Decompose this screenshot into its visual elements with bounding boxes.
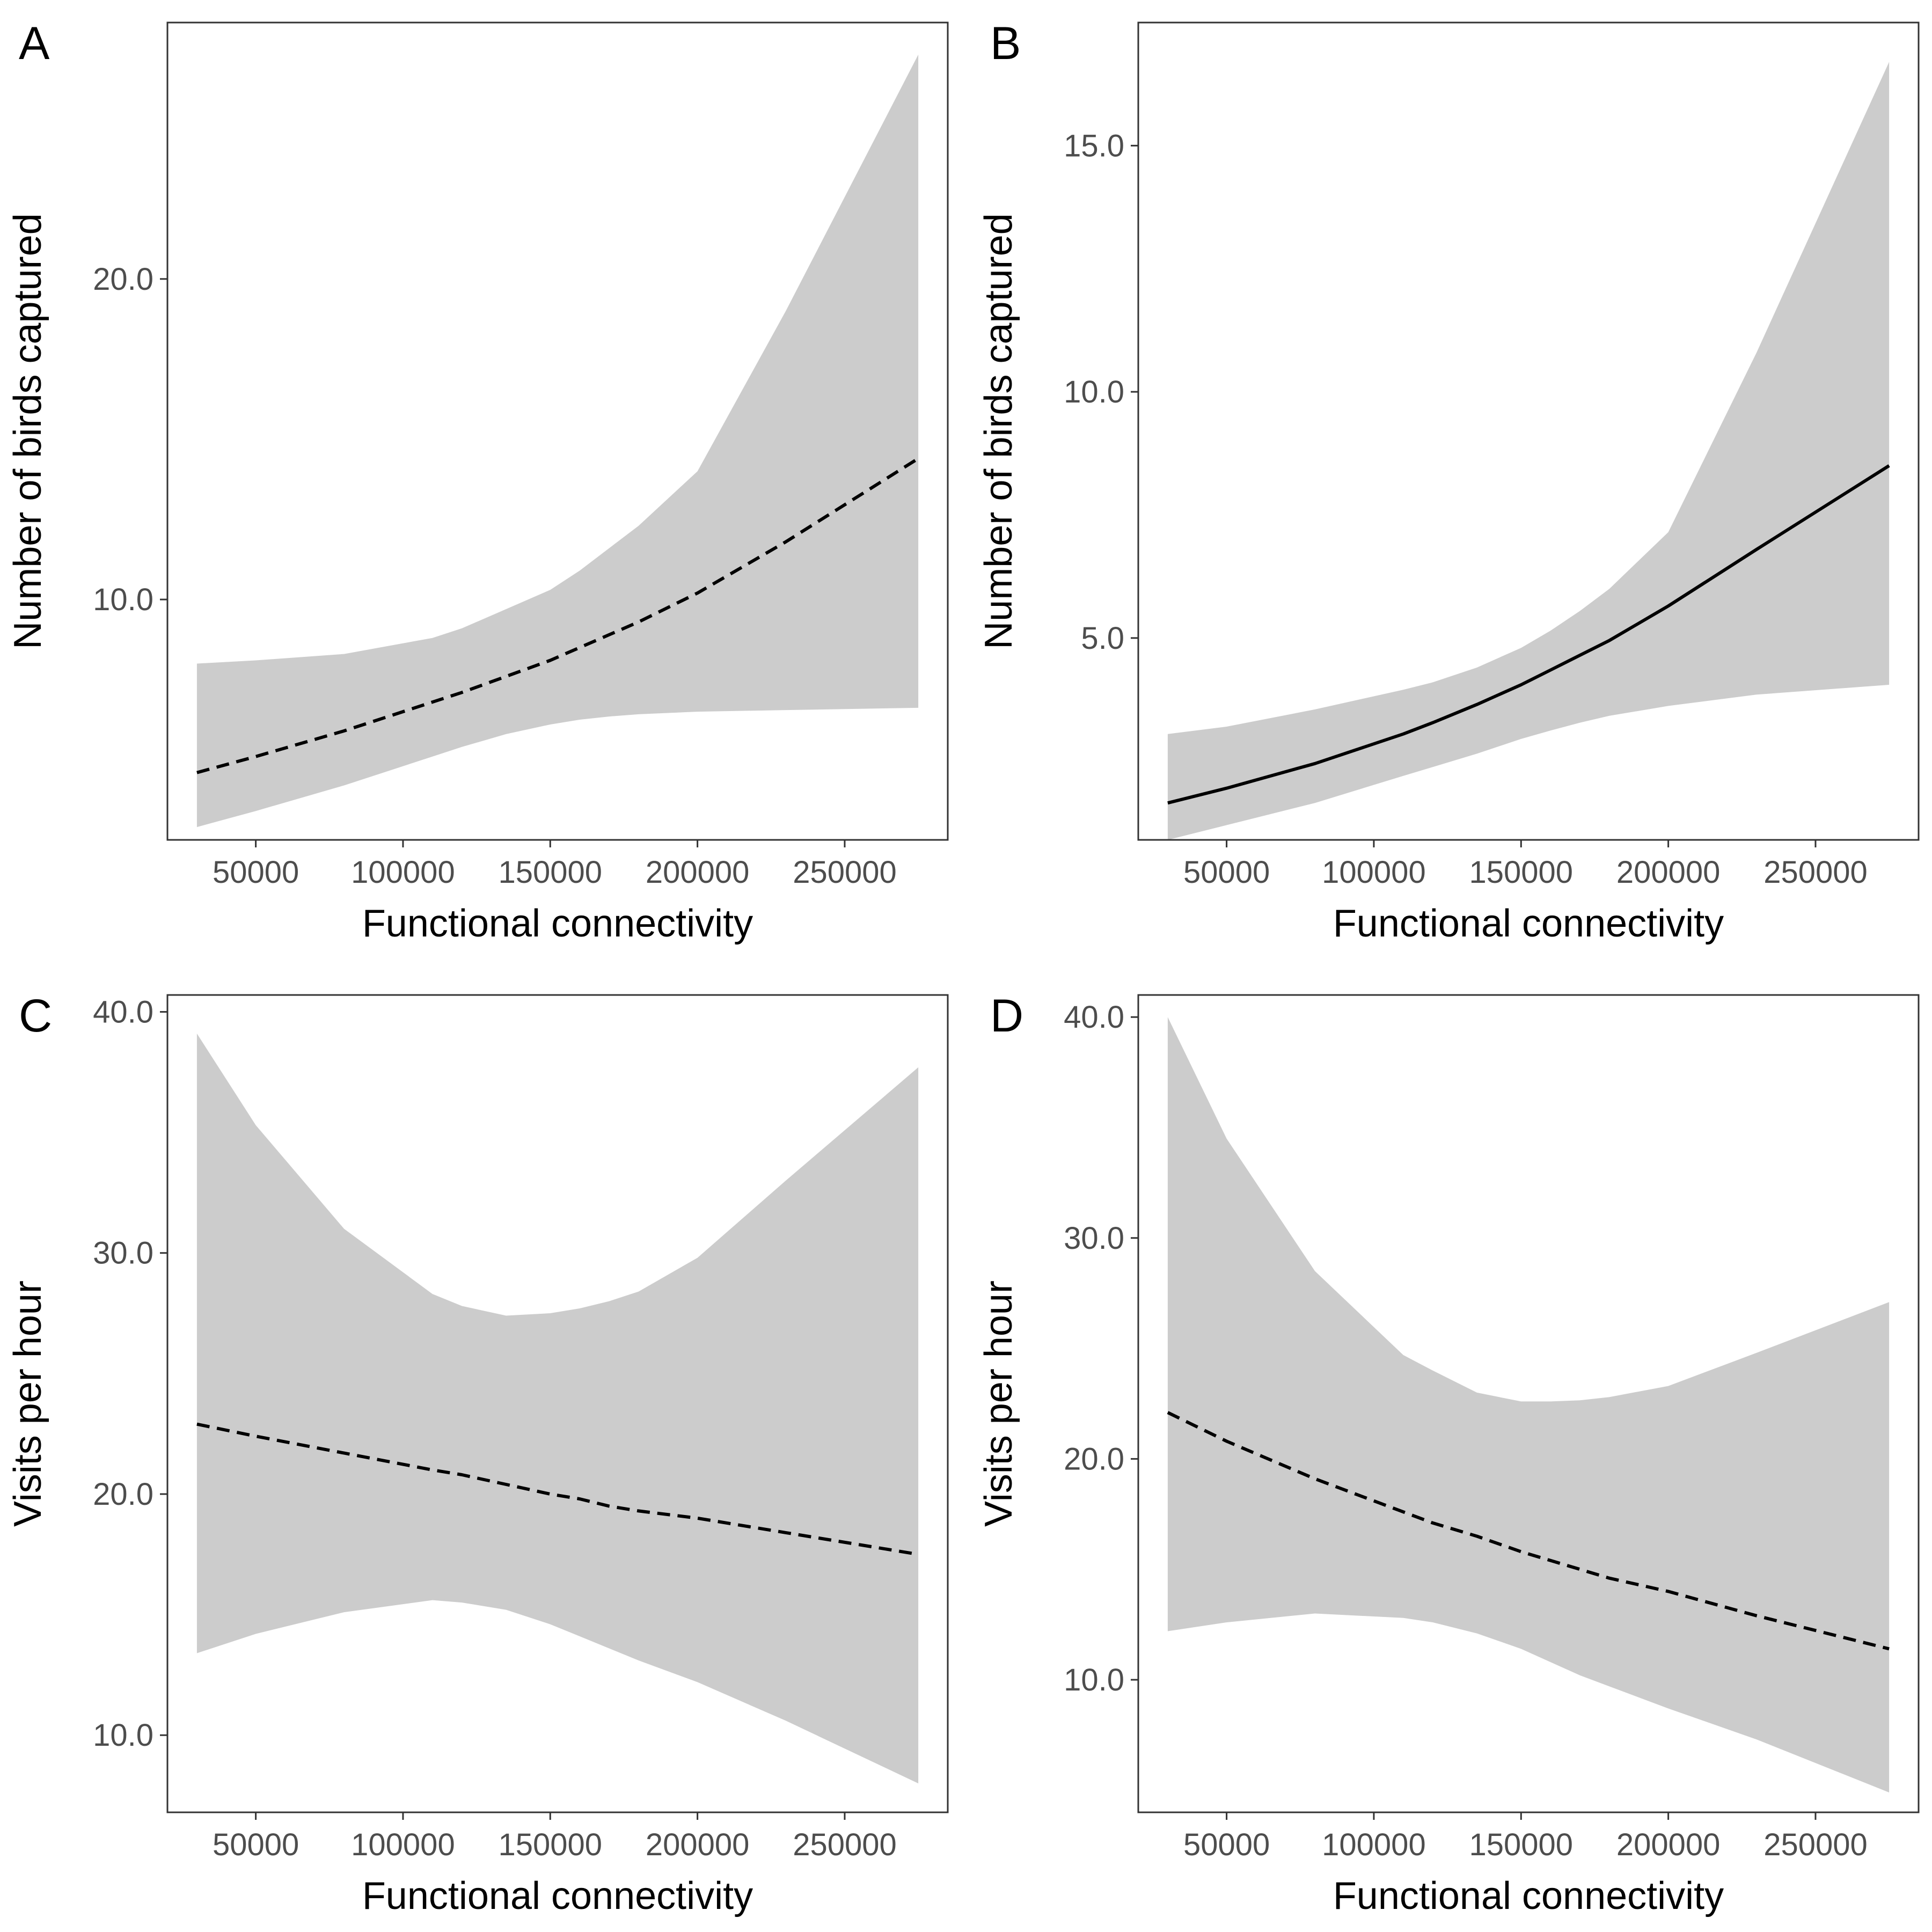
panel-letter: C [19, 990, 52, 1042]
x-tick-label: 200000 [646, 1827, 750, 1862]
confidence-ribbon [196, 54, 919, 828]
y-tick-label: 20.0 [93, 1477, 153, 1512]
x-axis-title: Functional connectivity [362, 902, 753, 945]
x-tick-label: 50000 [213, 855, 299, 890]
y-tick-label: 10.0 [93, 582, 153, 617]
confidence-ribbon [196, 1033, 919, 1784]
x-axis-title: Functional connectivity [1333, 1875, 1724, 1918]
x-tick-label: 150000 [1469, 855, 1574, 890]
x-tick-label: 200000 [1616, 855, 1721, 890]
fitted-line [1167, 464, 1890, 805]
x-tick-label: 100000 [1322, 1827, 1426, 1862]
y-tick-label: 40.0 [1064, 1000, 1124, 1035]
y-tick-label: 10.0 [93, 1718, 153, 1753]
x-tick-label: 200000 [1616, 1827, 1721, 1862]
y-tick-label: 10.0 [1064, 375, 1124, 409]
y-axis-title: Visits per hour [6, 1280, 49, 1527]
confidence-ribbon [1167, 1017, 1890, 1792]
x-tick-label: 100000 [351, 855, 455, 890]
y-axis-title: Number of birds captured [6, 213, 49, 649]
fitted-line [1167, 1411, 1890, 1651]
x-tick-label: 50000 [213, 1827, 299, 1862]
x-axis-title: Functional connectivity [362, 1875, 753, 1918]
x-tick-label: 150000 [499, 1827, 603, 1862]
x-tick-label: 50000 [1183, 1827, 1270, 1862]
y-tick-label: 20.0 [93, 262, 153, 297]
plot-frame [166, 994, 949, 1813]
fitted-line [196, 457, 919, 774]
x-tick-label: 250000 [1763, 1827, 1868, 1862]
panel-letter: A [19, 18, 50, 69]
x-tick-label: 150000 [499, 855, 603, 890]
panel-a: 50000 100000 150000 200000 250000 10.0 20.0 Fun… [6, 18, 949, 945]
plot-frame [166, 21, 949, 841]
x-tick-label: 100000 [1322, 855, 1426, 890]
x-tick-label: 150000 [1469, 1827, 1574, 1862]
panel-d: 50000 100000 150000 200000 250000 10.0 20.0 30.… [977, 990, 1920, 1918]
x-tick-label: 250000 [793, 1827, 897, 1862]
y-tick-label: 15.0 [1064, 128, 1124, 163]
y-tick-label: 40.0 [93, 994, 153, 1029]
x-tick-label: 250000 [1763, 855, 1868, 890]
y-axis-title: Number of birds captured [977, 213, 1020, 649]
x-tick-label: 250000 [793, 855, 897, 890]
y-axis-title: Visits per hour [977, 1280, 1020, 1527]
fitted-line [196, 1422, 919, 1556]
y-tick-label: 5.0 [1081, 621, 1124, 656]
x-tick-label: 50000 [1183, 855, 1270, 890]
x-tick-label: 200000 [646, 855, 750, 890]
panel-letter: D [990, 990, 1023, 1042]
x-axis-title: Functional connectivity [1333, 902, 1724, 945]
panel-b: 50000 100000 150000 200000 250000 5.0 10.0 15.0… [977, 18, 1920, 945]
y-tick-label: 10.0 [1064, 1663, 1124, 1697]
panel-letter: B [990, 18, 1021, 69]
y-tick-label: 20.0 [1064, 1441, 1124, 1476]
plot-frame [1137, 994, 1920, 1813]
y-tick-label: 30.0 [93, 1236, 153, 1271]
plot-frame [1137, 21, 1920, 841]
y-tick-label: 30.0 [1064, 1221, 1124, 1256]
panel-c: 50000 100000 150000 200000 250000 10.0 20.0 30.… [6, 990, 949, 1918]
confidence-ribbon [1167, 62, 1890, 840]
x-tick-label: 100000 [351, 1827, 455, 1862]
